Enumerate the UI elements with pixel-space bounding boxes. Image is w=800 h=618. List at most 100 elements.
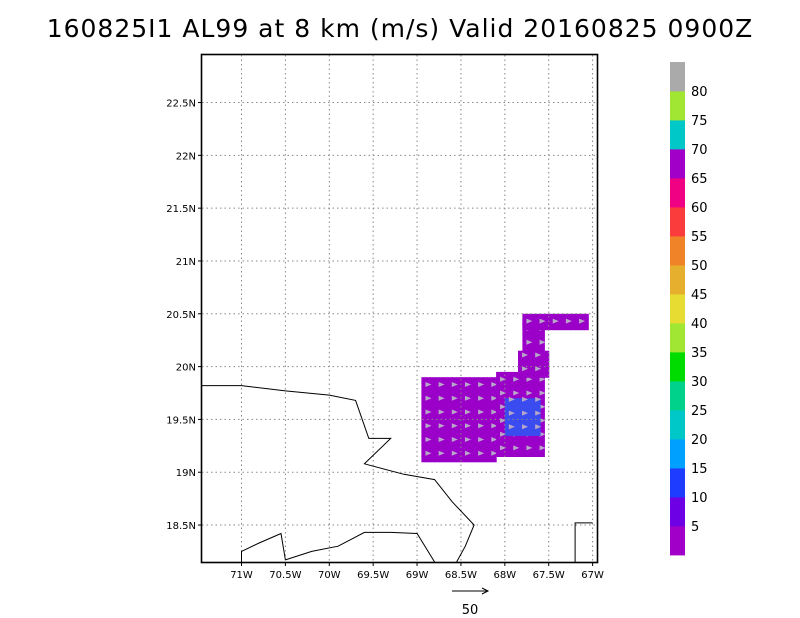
wind-cell (430, 424, 436, 431)
wind-arrow (478, 382, 485, 388)
wind-cell (504, 445, 510, 452)
wind-cell (522, 329, 528, 336)
wind-arrow (451, 395, 458, 401)
wind-cell (460, 440, 466, 447)
wind-cell (491, 445, 497, 452)
chart-title: 160825I1 AL99 at 8 km (m/s) Valid 201608… (46, 14, 754, 43)
wind-cell (491, 403, 497, 410)
wind-cell (509, 371, 515, 378)
wind-cell (474, 451, 480, 457)
wind-cell (522, 403, 528, 410)
wind-cell (531, 334, 537, 341)
wind-cell (531, 408, 537, 415)
y-tick-label: 18.5N (166, 521, 196, 532)
wind-cell (491, 398, 497, 405)
wind-cell (557, 313, 563, 320)
wind-cell (465, 435, 471, 442)
wind-cell (526, 419, 532, 426)
wind-cell (531, 356, 537, 362)
wind-cell (535, 371, 541, 378)
wind-cell (443, 440, 449, 447)
wind-arrow (451, 423, 458, 429)
wind-arrow (539, 445, 546, 451)
wind-cell (430, 414, 436, 420)
wind-arrow (464, 382, 471, 388)
wind-cell (504, 403, 510, 410)
wind-cell (460, 451, 466, 457)
wind-cell (539, 398, 545, 405)
wind-cell (487, 445, 493, 452)
wind-cell (443, 414, 449, 420)
grid-lines (202, 55, 597, 562)
wind-cell (452, 414, 458, 420)
wind-cell (570, 319, 576, 325)
wind-cell (434, 414, 440, 420)
wind-cell (522, 393, 528, 399)
wind-cell (439, 377, 444, 384)
wind-cell (452, 435, 458, 442)
wind-cell (487, 377, 493, 384)
wind-cell (478, 403, 484, 410)
wind-cell (460, 377, 466, 384)
wind-arrow (425, 409, 432, 415)
wind-cell (513, 435, 519, 442)
wind-cell (430, 456, 436, 463)
x-tick-label: 70.5W (269, 570, 301, 581)
wind-cell (491, 456, 497, 463)
wind-cell (439, 456, 444, 463)
wind-cell (487, 451, 493, 457)
wind-arrow (539, 390, 546, 396)
wind-cell (465, 419, 471, 426)
wind-arrow (478, 395, 485, 401)
wind-cell (509, 440, 515, 447)
wind-cell (504, 377, 510, 384)
wind-arrow (526, 339, 533, 345)
wind-cell (421, 424, 427, 431)
wind-cell (509, 398, 515, 405)
colorbar: 5 10 15 20 25 30 35 40 45 50 55 60 65 70 75 80 (670, 62, 708, 556)
wind-cell (513, 387, 519, 394)
wind-arrow (513, 445, 520, 451)
wind-cell (478, 424, 484, 431)
wind-cell (439, 435, 444, 442)
coastline (202, 385, 593, 563)
wind-cell (456, 387, 462, 394)
wind-cell (496, 419, 502, 426)
wind-cell (434, 456, 440, 463)
wind-cell (535, 430, 541, 436)
wind-arrow (500, 431, 507, 437)
wind-cell (522, 387, 528, 394)
wind-cell (434, 408, 440, 415)
colorbar-swatch (670, 265, 685, 295)
wind-cell (443, 403, 449, 410)
wind-cell (539, 440, 545, 447)
wind-cell (460, 456, 466, 463)
wind-cell (482, 445, 488, 452)
wind-cell (504, 371, 510, 378)
wind-cell (522, 451, 528, 457)
wind-cell (434, 398, 440, 405)
wind-cell (421, 398, 427, 405)
x-tick-label: 70W (318, 570, 341, 581)
wind-cell (478, 440, 484, 447)
wind-arrow (478, 436, 485, 442)
wind-cell (465, 430, 471, 436)
wind-cell (443, 435, 449, 442)
colorbar-label: 60 (691, 201, 708, 216)
wind-cell (531, 445, 537, 452)
wind-cell (526, 414, 532, 420)
wind-cell (539, 424, 545, 431)
wind-cell (526, 382, 532, 389)
wind-cell (465, 393, 471, 399)
wind-cell (469, 393, 475, 399)
wind-cell (509, 387, 515, 394)
wind-cell (474, 435, 480, 442)
wind-cell (513, 398, 519, 405)
wind-field (421, 313, 589, 463)
wind-arrow (464, 450, 471, 456)
wind-arrow (478, 450, 485, 456)
wind-cell (544, 356, 550, 362)
wind-cell (474, 398, 480, 405)
wind-arrow (539, 339, 546, 345)
wind-cell (452, 377, 458, 384)
